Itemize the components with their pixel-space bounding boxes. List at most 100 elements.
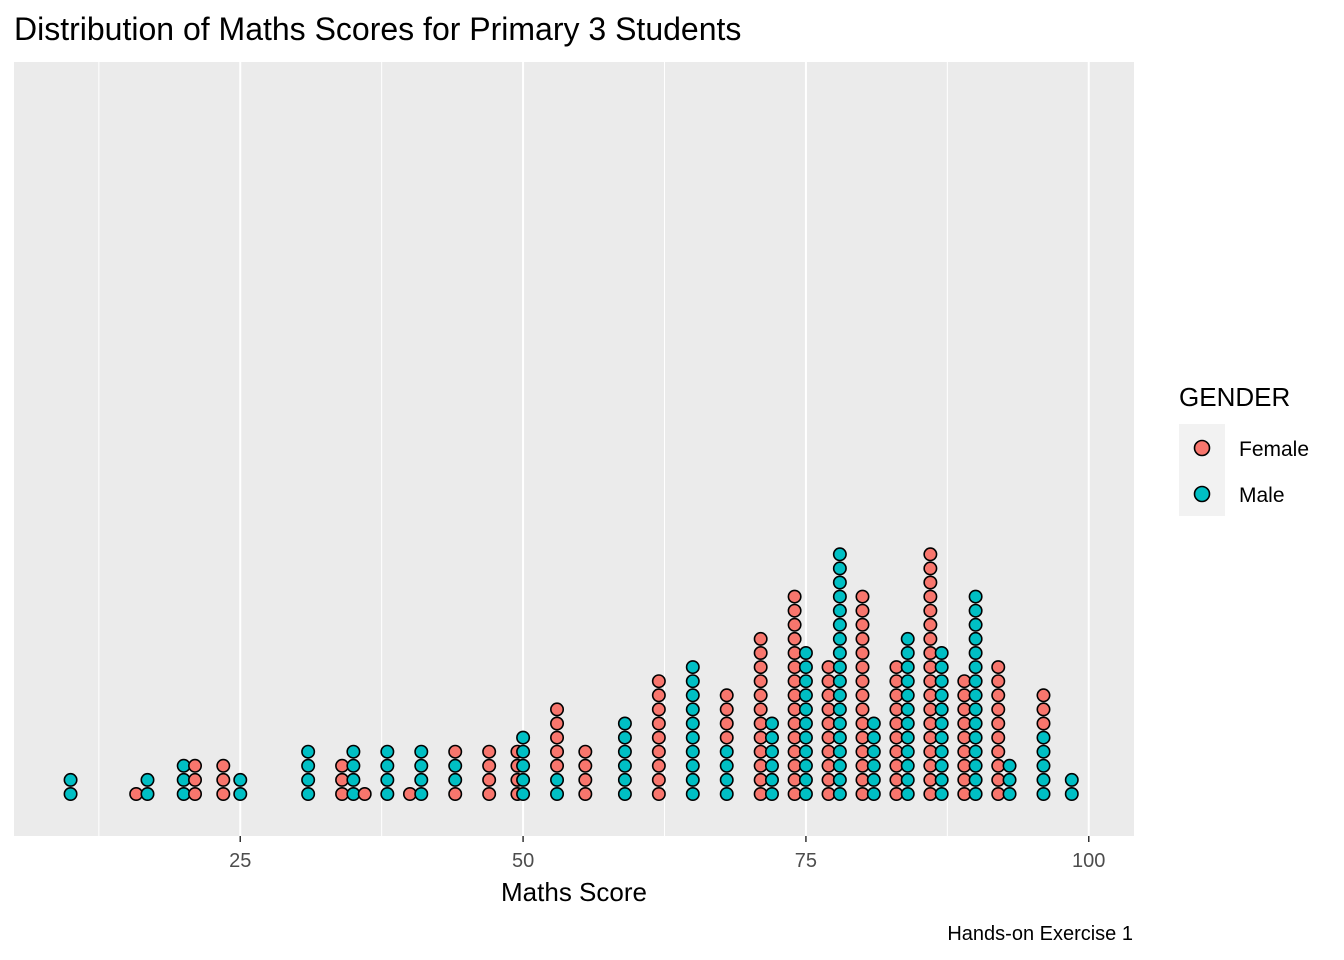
dots-layer [63, 547, 1079, 801]
legend-label-female: Female [1239, 438, 1309, 461]
dot-female [719, 730, 734, 745]
dot-male [934, 688, 949, 703]
dot-male [968, 603, 983, 618]
dot-male [516, 730, 531, 745]
dot-male [832, 547, 847, 562]
dot-female [923, 561, 938, 576]
dot-male [798, 786, 813, 801]
dot-male [346, 772, 361, 787]
dot-male [617, 786, 632, 801]
dot-male [934, 645, 949, 660]
dot-female [651, 786, 666, 801]
dot-female [753, 688, 768, 703]
dot-male [968, 772, 983, 787]
dot-female [753, 660, 768, 675]
dot-male [233, 786, 248, 801]
dot-female [216, 758, 231, 773]
dot-female [550, 744, 565, 759]
dot-male [968, 688, 983, 703]
dot-male [832, 688, 847, 703]
dot-male [1036, 730, 1051, 745]
dot-female [991, 674, 1006, 689]
dot-female [787, 631, 802, 646]
dot-male [798, 702, 813, 717]
x-tick-label: 50 [512, 850, 534, 872]
dot-male [866, 744, 881, 759]
dot-male [968, 730, 983, 745]
dot-female [719, 716, 734, 731]
dot-male [866, 786, 881, 801]
dot-female [753, 674, 768, 689]
dot-female [787, 617, 802, 632]
dot-male [968, 660, 983, 675]
dot-male [798, 744, 813, 759]
x-axis-tick-labels: 25 50 75 100 [229, 850, 1105, 872]
dot-female [923, 617, 938, 632]
dot-male [63, 786, 78, 801]
x-tick-label: 25 [229, 850, 251, 872]
dot-male [968, 702, 983, 717]
dot-male [414, 758, 429, 773]
dot-female [855, 660, 870, 675]
dot-female [1036, 702, 1051, 717]
dot-male [764, 772, 779, 787]
dot-female [991, 660, 1006, 675]
dot-female [651, 702, 666, 717]
dot-male [550, 786, 565, 801]
dot-female [448, 786, 463, 801]
dot-male [685, 688, 700, 703]
dot-male [934, 660, 949, 675]
dot-male [968, 589, 983, 604]
chart-caption: Hands-on Exercise 1 [947, 923, 1133, 945]
dot-male [866, 772, 881, 787]
dot-male [516, 772, 531, 787]
dot-male [1036, 758, 1051, 773]
dot-male [798, 730, 813, 745]
dot-male [866, 758, 881, 773]
dot-male [900, 772, 915, 787]
dot-female [651, 688, 666, 703]
dot-female [855, 702, 870, 717]
dot-female [855, 688, 870, 703]
dot-male [617, 730, 632, 745]
dot-male [414, 786, 429, 801]
dot-male [934, 730, 949, 745]
dot-female [1036, 716, 1051, 731]
dot-male [832, 716, 847, 731]
dot-male [968, 786, 983, 801]
dot-female [855, 589, 870, 604]
dot-male [798, 758, 813, 773]
dot-male [685, 702, 700, 717]
dot-female [1036, 688, 1051, 703]
dot-male [1036, 772, 1051, 787]
dot-male [1064, 786, 1079, 801]
dot-female [651, 674, 666, 689]
dot-male [832, 674, 847, 689]
dot-male [900, 631, 915, 646]
dot-female [719, 702, 734, 717]
dot-female [188, 786, 203, 801]
dot-male [140, 772, 155, 787]
dot-female [991, 702, 1006, 717]
dot-male [832, 660, 847, 675]
dot-male [1036, 744, 1051, 759]
dot-male [719, 758, 734, 773]
dot-male [380, 772, 395, 787]
dot-male [685, 716, 700, 731]
dot-male [832, 561, 847, 576]
dot-male [301, 786, 316, 801]
dot-female [216, 772, 231, 787]
dot-male [414, 744, 429, 759]
legend-key-female [1193, 439, 1211, 457]
dot-male [617, 772, 632, 787]
dot-male [301, 758, 316, 773]
dot-male [900, 716, 915, 731]
dot-female [753, 702, 768, 717]
dot-female [482, 744, 497, 759]
dot-female [578, 786, 593, 801]
dot-female [855, 617, 870, 632]
dot-female [991, 688, 1006, 703]
dot-female [923, 589, 938, 604]
dot-male [934, 702, 949, 717]
dot-female [855, 603, 870, 618]
